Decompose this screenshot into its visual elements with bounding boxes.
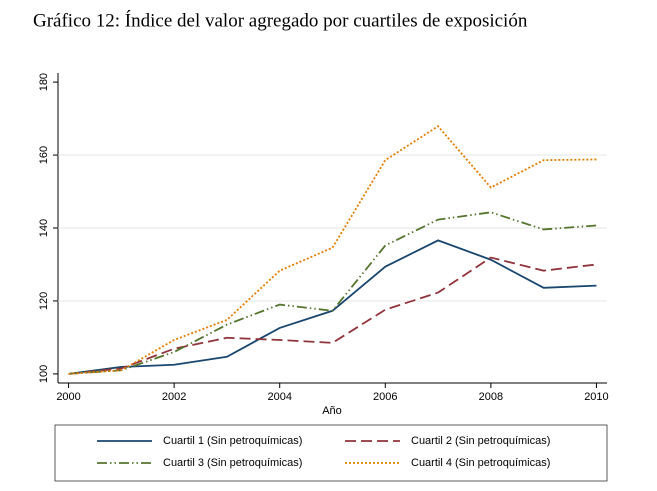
legend-label: Cuartil 2 (Sin petroquímicas) — [411, 435, 550, 447]
x-axis-label: Año — [322, 405, 342, 417]
x-tick-label: 2006 — [373, 391, 397, 403]
legend-label: Cuartil 3 (Sin petroquímicas) — [163, 457, 302, 469]
y-tick-label: 120 — [38, 292, 50, 310]
x-tick-label: 2010 — [584, 391, 608, 403]
x-tick-label: 2000 — [56, 391, 80, 403]
series-line — [68, 211, 597, 375]
y-tick-label: 160 — [38, 146, 50, 164]
legend — [54, 424, 608, 482]
legend-label: Cuartil 4 (Sin petroquímicas) — [411, 457, 550, 469]
series-line — [68, 125, 597, 375]
legend-label: Cuartil 1 (Sin petroquímicas) — [163, 435, 302, 447]
y-tick-label: 180 — [38, 73, 50, 91]
y-tick-label: 100 — [38, 365, 50, 383]
x-tick-label: 2002 — [162, 391, 186, 403]
series-line — [68, 256, 597, 375]
x-tick-label: 2008 — [479, 391, 503, 403]
chart-title: Gráfico 12: Índice del valor agregado po… — [33, 9, 528, 31]
y-tick-label: 140 — [38, 219, 50, 237]
x-tick-label: 2004 — [267, 391, 291, 403]
